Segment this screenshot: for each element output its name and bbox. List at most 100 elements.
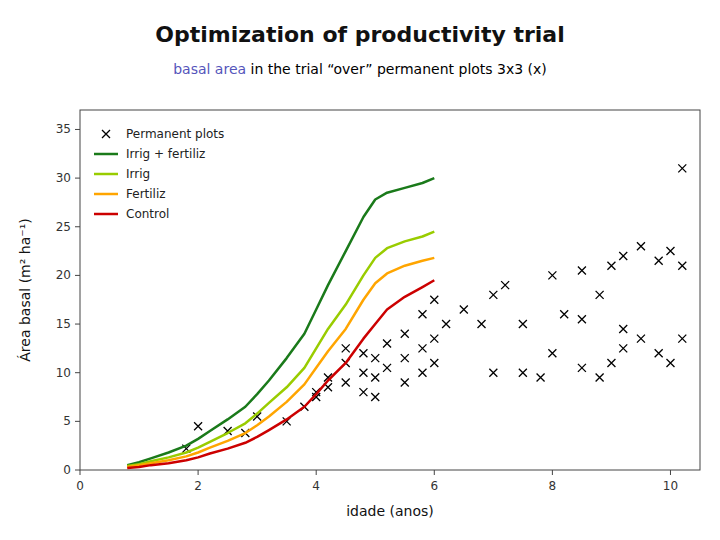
y-tick-label: 10 (56, 366, 71, 380)
line-series (127, 258, 434, 467)
scatter-point (371, 374, 379, 382)
y-tick (75, 129, 80, 130)
scatter-point (678, 164, 686, 172)
scatter-point (619, 325, 627, 333)
scatter-point (359, 369, 367, 377)
scatter-point (489, 369, 497, 377)
y-tick (75, 178, 80, 179)
scatter-point (371, 354, 379, 362)
scatter-point (578, 315, 586, 323)
scatter-point (548, 271, 556, 279)
x-tick-label: 4 (312, 479, 320, 493)
y-tick-label: 25 (56, 220, 71, 234)
legend-swatch (102, 130, 110, 138)
y-tick-label: 15 (56, 317, 71, 331)
legend-swatch (94, 173, 118, 176)
y-tick-label: 0 (63, 463, 71, 477)
scatter-point (383, 340, 391, 348)
legend-label: Fertiliz (126, 187, 166, 201)
scatter-point (560, 310, 568, 318)
scatter-point (383, 364, 391, 372)
scatter-point (578, 364, 586, 372)
y-tick-label: 35 (56, 122, 71, 136)
scatter-point (596, 374, 604, 382)
scatter-point (637, 242, 645, 250)
scatter-point (519, 369, 527, 377)
scatter-point (430, 335, 438, 343)
scatter-point (194, 422, 202, 430)
scatter-point (342, 344, 350, 352)
scatter-point (607, 359, 615, 367)
legend-swatch (94, 153, 118, 156)
scatter-point (460, 305, 468, 313)
scatter-point (359, 349, 367, 357)
x-tick-label: 2 (194, 479, 202, 493)
scatter-point (430, 296, 438, 304)
scatter-point (607, 262, 615, 270)
line-series (127, 232, 434, 466)
scatter-point (596, 291, 604, 299)
scatter-point (359, 388, 367, 396)
subtitle-part: in the trial “over” permanent plots 3x3 … (246, 61, 547, 77)
scatter-point (548, 349, 556, 357)
scatter-point (537, 374, 545, 382)
y-tick (75, 421, 80, 422)
x-tick-label: 10 (663, 479, 678, 493)
legend-label: Irrig + fertiliz (126, 147, 205, 161)
x-tick (316, 470, 317, 475)
legend-swatch (94, 213, 118, 216)
y-tick (75, 324, 80, 325)
x-tick (80, 470, 81, 475)
scatter-point (637, 335, 645, 343)
title: Optimization of productivity trial (155, 22, 564, 47)
x-tick-label: 8 (549, 479, 557, 493)
x-axis-label: idade (anos) (346, 503, 434, 519)
scatter-point (371, 393, 379, 401)
chart: Optimization of productivity trial basal … (0, 0, 720, 540)
scatter-point (430, 359, 438, 367)
scatter-point (401, 378, 409, 386)
y-tick (75, 226, 80, 227)
y-tick-label: 30 (56, 171, 71, 185)
line-series (127, 280, 434, 468)
legend-label: Permanent plots (126, 127, 224, 141)
x-tick-label: 0 (76, 479, 84, 493)
scatter-point (578, 267, 586, 275)
scatter-point (519, 320, 527, 328)
x-tick (434, 470, 435, 475)
legend: Permanent plotsIrrig + fertilizIrrigFert… (94, 127, 224, 221)
plot-frame (80, 110, 700, 470)
scatter-point (619, 344, 627, 352)
y-tick (75, 275, 80, 276)
scatter-point (619, 252, 627, 260)
scatter-point (342, 378, 350, 386)
scatter-series (182, 164, 686, 452)
legend-swatch (94, 193, 118, 196)
y-tick-label: 5 (63, 414, 71, 428)
subtitle-part: basal area (173, 61, 246, 77)
scatter-point (401, 354, 409, 362)
scatter-point (666, 359, 674, 367)
subtitle: basal area in the trial “over” permanent… (173, 61, 547, 77)
scatter-point (666, 247, 674, 255)
scatter-point (501, 281, 509, 289)
x-tick (670, 470, 671, 475)
x-tick-label: 6 (430, 479, 438, 493)
y-tick (75, 470, 80, 471)
legend-label: Control (126, 207, 169, 221)
scatter-point (401, 330, 409, 338)
plot-area (127, 164, 686, 468)
x-tick (552, 470, 553, 475)
scatter-point (678, 335, 686, 343)
scatter-point (418, 369, 426, 377)
y-tick-label: 20 (56, 268, 71, 282)
scatter-point (489, 291, 497, 299)
scatter-point (655, 349, 663, 357)
scatter-point (655, 257, 663, 265)
scatter-point (478, 320, 486, 328)
y-axis-label: Área basal (m² ha⁻¹) (17, 218, 33, 361)
x-tick (198, 470, 199, 475)
scatter-point (678, 262, 686, 270)
y-tick (75, 372, 80, 373)
scatter-point (418, 344, 426, 352)
